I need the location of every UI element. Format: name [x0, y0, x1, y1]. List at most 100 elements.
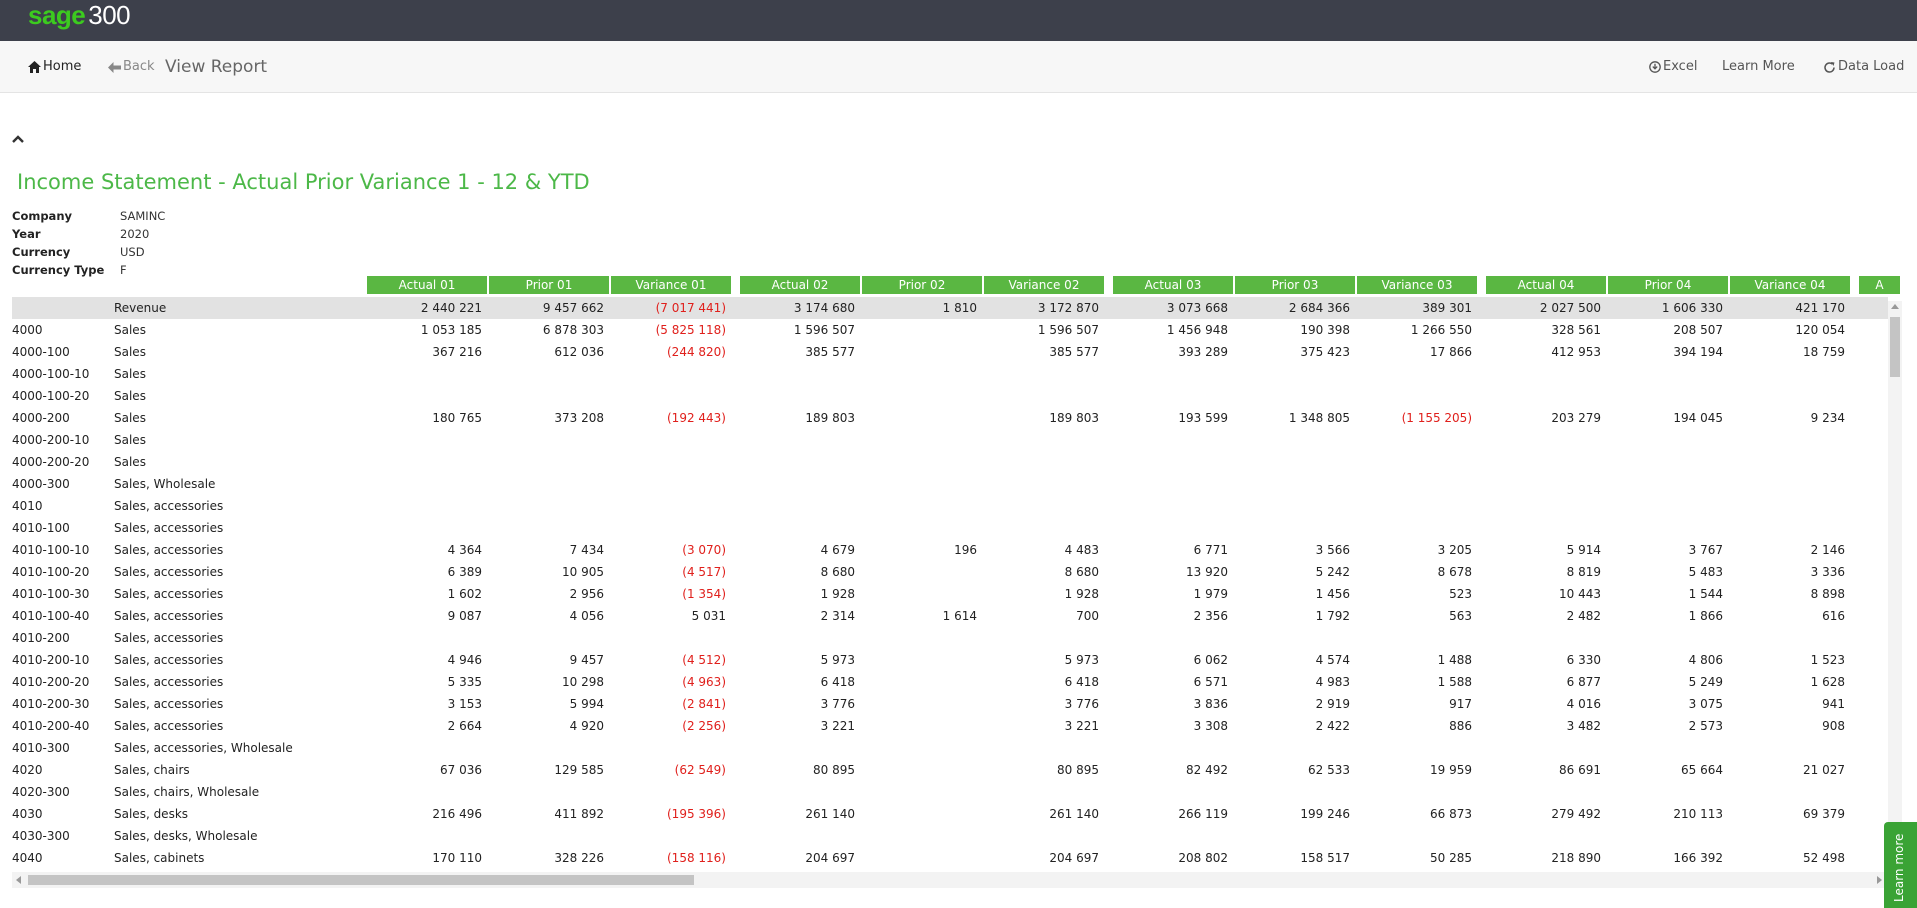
table-row: 4040 Sales, cabinets 170 110 328 226 (158 11…: [12, 847, 1888, 869]
value-cell: 7 434: [569, 543, 604, 557]
value-cell: 2 356: [1193, 609, 1228, 623]
value-cell: 917: [1449, 697, 1472, 711]
column-header[interactable]: Prior 01: [489, 276, 609, 294]
account-description-cell: Sales, accessories: [114, 499, 224, 513]
excel-export-button[interactable]: Excel: [1649, 41, 1697, 93]
column-header[interactable]: Variance 01: [611, 276, 731, 294]
account-description-cell: Sales: [114, 411, 146, 425]
value-cell: 1 866: [1688, 609, 1723, 623]
account-number-cell: 4000-200-10: [12, 433, 90, 447]
value-cell: [1727, 627, 1845, 649]
column-header[interactable]: Variance 03: [1357, 276, 1477, 294]
back-label: Back: [123, 59, 155, 74]
value-cell: [1232, 385, 1350, 407]
data-load-label: Data Load: [1838, 59, 1905, 74]
column-header[interactable]: Actual 04: [1486, 276, 1606, 294]
column-header[interactable]: Prior 03: [1235, 276, 1355, 294]
value-cell: 261 140: [805, 807, 855, 821]
account-description-cell: Sales, desks, Wholesale: [114, 829, 258, 843]
value-cell: 1 602: [447, 587, 482, 601]
value-cell: [981, 627, 1099, 649]
table-row: 4000-300 Sales, Wholesale: [12, 473, 1888, 495]
value-cell: 394 194: [1673, 345, 1723, 359]
learn-more-link[interactable]: Learn More: [1722, 59, 1795, 74]
vertical-scrollbar[interactable]: [1888, 301, 1902, 871]
scroll-up-arrow-icon[interactable]: [1891, 304, 1899, 309]
value-cell: [1483, 517, 1601, 539]
value-cell: [364, 495, 482, 517]
scroll-left-arrow-icon[interactable]: [16, 876, 21, 884]
column-header[interactable]: Actual 03: [1113, 276, 1233, 294]
column-headers: Actual 01 Prior 01 Variance 01 Actual 02 Pri…: [12, 276, 1900, 294]
table-row: 4010-100-10 Sales, accessories 4 364 7 434 (…: [12, 539, 1888, 561]
value-cell: 3 073 668: [1166, 301, 1228, 315]
account-number-cell: 4030-300: [12, 829, 70, 843]
data-load-button[interactable]: Data Load: [1823, 41, 1904, 93]
value-cell: 5 973: [820, 653, 855, 667]
home-button[interactable]: Home: [28, 41, 81, 93]
value-cell: 120 054: [1795, 323, 1845, 337]
value-cell: [1605, 495, 1723, 517]
column-header[interactable]: Prior 04: [1608, 276, 1728, 294]
value-cell: [1483, 385, 1601, 407]
account-description-cell: Sales: [114, 367, 146, 381]
learn-more-tab[interactable]: Learn more: [1884, 822, 1917, 908]
value-cell: 4 806: [1688, 653, 1723, 667]
value-cell: [1483, 781, 1601, 803]
account-description-cell: Sales, accessories: [114, 653, 224, 667]
horizontal-scroll-thumb[interactable]: [28, 875, 694, 885]
value-cell: 908: [1822, 719, 1845, 733]
value-cell: [859, 407, 977, 429]
vertical-scroll-thumb[interactable]: [1890, 317, 1900, 377]
value-cell: [859, 693, 977, 715]
value-cell: 2 314: [820, 609, 855, 623]
value-cell: [1354, 517, 1472, 539]
value-cell: [859, 495, 977, 517]
column-header[interactable]: Variance 04: [1730, 276, 1850, 294]
value-cell: 5 994: [569, 697, 604, 711]
value-cell: 1 928: [820, 587, 855, 601]
value-cell: [981, 825, 1099, 847]
value-cell: 17 866: [1430, 345, 1472, 359]
column-header[interactable]: Actual 02: [740, 276, 860, 294]
account-number-cell: 4000-200-20: [12, 455, 90, 469]
value-cell: 3 836: [1193, 697, 1228, 711]
value-cell: [1232, 737, 1350, 759]
value-cell: 194 045: [1673, 411, 1723, 425]
account-number-cell: 4010-100: [12, 521, 70, 535]
value-cell: [486, 517, 604, 539]
value-cell: 2 440 221: [420, 301, 482, 315]
column-header[interactable]: Prior 02: [862, 276, 982, 294]
revenue-summary-row: Revenue 2 440 221 9 457 662 (7 017 441) 3 17…: [12, 297, 1888, 319]
table-row: 4000-100 Sales 367 216 612 036 (244 820) 385 …: [12, 341, 1888, 363]
column-header[interactable]: Variance 02: [984, 276, 1104, 294]
value-cell: 5 249: [1688, 675, 1723, 689]
account-description-cell: Sales: [114, 389, 146, 403]
account-number-cell: 4040: [12, 851, 43, 865]
scroll-right-arrow-icon[interactable]: [1877, 876, 1882, 884]
value-cell: 1 523: [1810, 653, 1845, 667]
value-cell: 80 895: [813, 763, 855, 777]
column-header[interactable]: A: [1859, 276, 1900, 294]
value-cell: [859, 451, 977, 473]
value-cell: [1727, 451, 1845, 473]
value-cell: 9 087: [447, 609, 482, 623]
value-cell: [737, 385, 855, 407]
value-cell: 3 308: [1193, 719, 1228, 733]
value-cell: [1110, 495, 1228, 517]
value-cell: [364, 517, 482, 539]
table-row: 4000-100-10 Sales: [12, 363, 1888, 385]
value-cell: [1605, 627, 1723, 649]
back-button[interactable]: Back: [108, 41, 155, 93]
value-cell: 8 819: [1566, 565, 1601, 579]
value-cell: [486, 737, 604, 759]
column-header[interactable]: Actual 01: [367, 276, 487, 294]
account-number-cell: 4000-100-10: [12, 367, 90, 381]
collapse-chevron-up-icon[interactable]: [11, 133, 25, 145]
account-description-cell: Sales, chairs, Wholesale: [114, 785, 260, 799]
horizontal-scrollbar[interactable]: [12, 872, 1886, 888]
view-report-label: View Report: [165, 57, 268, 77]
value-cell: [364, 451, 482, 473]
value-cell: (7 017 441): [655, 301, 726, 315]
value-cell: 1 456: [1315, 587, 1350, 601]
